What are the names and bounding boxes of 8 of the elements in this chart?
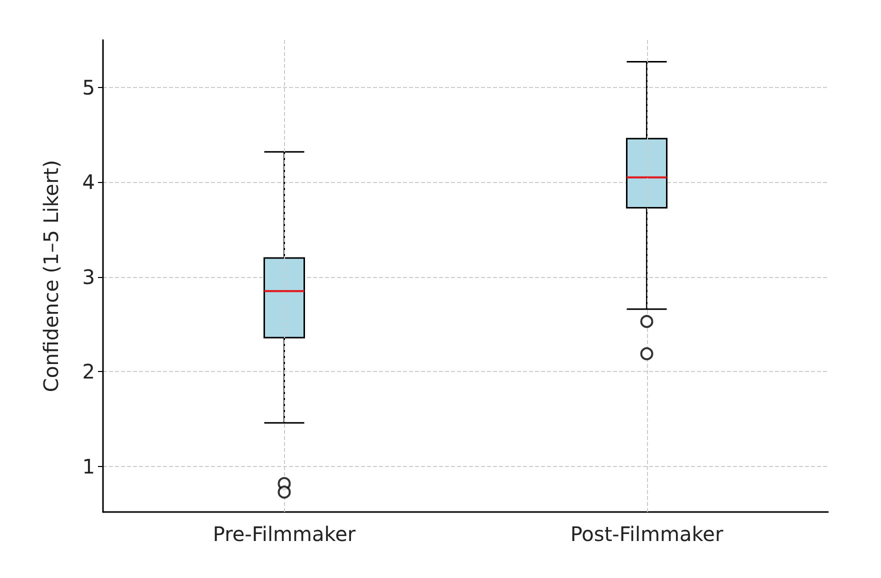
y-tick-label: 1 [82, 454, 95, 479]
y-tick-label: 2 [82, 360, 95, 384]
y-tick-label: 3 [82, 264, 95, 289]
y-tick-label: 5 [82, 75, 95, 100]
y-tick-label: 4 [82, 170, 95, 194]
y-axis-title: Confidence (1–5 Likert) [39, 160, 63, 392]
x-tick-label: Pre-Filmmaker [212, 522, 356, 546]
x-tick-label: Post-Filmmaker [570, 522, 724, 546]
